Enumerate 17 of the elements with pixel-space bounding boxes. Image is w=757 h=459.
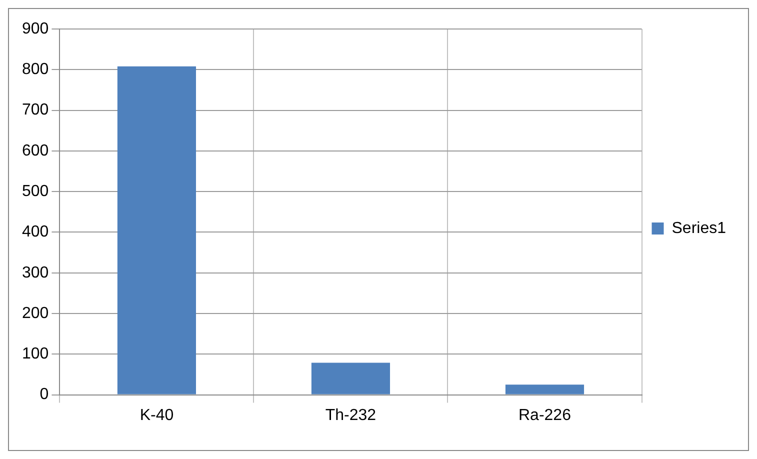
bar: [311, 362, 390, 394]
legend-label: Series1: [672, 220, 726, 237]
y-tick-label: 0: [40, 386, 49, 404]
x-tick-label: K-40: [140, 406, 174, 424]
y-tick-label: 800: [22, 61, 49, 78]
y-tick-label: 300: [22, 264, 49, 282]
bar: [505, 384, 584, 394]
x-tick-label: Ra-226: [518, 406, 572, 424]
y-tick-label: 400: [22, 224, 49, 241]
y-tick-label: 100: [22, 346, 49, 363]
y-tick-label: 600: [22, 142, 49, 160]
y-tick-label: 700: [22, 102, 49, 119]
y-tick-label: 900: [22, 20, 49, 38]
x-tick-label: Th-232: [325, 406, 376, 424]
bar: [117, 66, 196, 394]
y-tick-label: 200: [22, 304, 49, 322]
y-tick-label: 500: [22, 182, 49, 200]
